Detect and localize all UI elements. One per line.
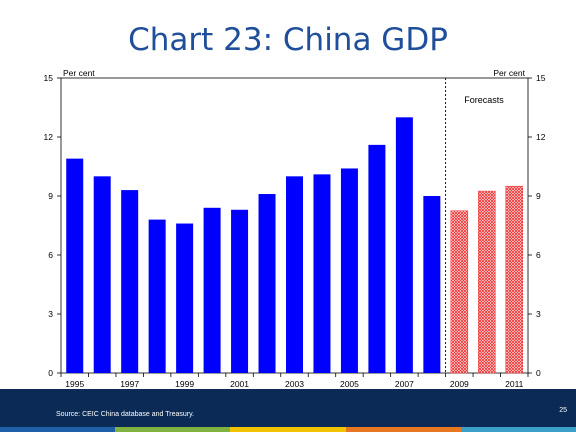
y-tick-label-right: 0 (536, 368, 541, 378)
y-unit-left: Per cent (63, 68, 95, 78)
bar-actual (313, 174, 331, 373)
bar-actual (395, 117, 413, 373)
bar-actual (148, 219, 166, 373)
bar-actual (286, 176, 303, 373)
y-tick-label-left: 3 (48, 309, 53, 319)
bar-actual (121, 190, 139, 373)
bar-actual (66, 158, 84, 373)
y-tick-label-left: 6 (48, 250, 53, 260)
y-tick-label-right: 3 (536, 309, 541, 319)
y-unit-right: Per cent (493, 68, 525, 78)
stripe-segment (0, 427, 116, 432)
y-tick-label-right: 15 (536, 73, 546, 83)
x-tick-label: 2011 (505, 379, 524, 389)
bar-forecast (450, 210, 469, 374)
source-note: Source: CEIC China database and Treasury… (56, 411, 195, 418)
bar-forecast (505, 185, 524, 374)
bar-actual (340, 168, 358, 373)
y-tick-label-right: 6 (536, 250, 541, 260)
forecasts-annotation: Forecasts (464, 95, 504, 105)
stripe-segment (345, 427, 461, 432)
gdp-bar-chart: 0 0 3 3 6 6 9 9 12 12 15 15 1995 1997 1999 2001 2003 2005… (44, 68, 546, 389)
bar-actual (93, 176, 111, 373)
stripe-segment (115, 427, 231, 432)
stripe-segment (230, 427, 346, 432)
bar-actual (368, 144, 386, 373)
footer-stripe (0, 427, 576, 432)
page-number: 25 (559, 407, 567, 414)
bar-actual (203, 207, 221, 373)
bar-actual (258, 194, 276, 373)
bar-actual (231, 209, 249, 373)
x-tick-label: 2009 (450, 379, 469, 389)
y-tick-label-left: 0 (48, 368, 53, 378)
y-tick-label-right: 12 (536, 132, 546, 142)
x-tick-label: 1995 (65, 379, 84, 389)
y-tick-label-left: 15 (44, 73, 54, 83)
x-tick-label: 2005 (340, 379, 359, 389)
bar-actual (176, 223, 194, 373)
x-tick-label: 1997 (120, 379, 139, 389)
bar-actual (423, 196, 441, 373)
page-title: Chart 23: China GDP (128, 22, 448, 58)
bar-forecast (478, 190, 496, 374)
y-tick-label-left: 12 (44, 132, 54, 142)
x-tick-label: 1999 (175, 379, 194, 389)
stripe-segment (460, 427, 576, 432)
x-tick-label: 2007 (395, 379, 414, 389)
y-tick-label-left: 9 (48, 191, 53, 201)
y-tick-label-right: 9 (536, 191, 541, 201)
slide-footer: Source: CEIC China database and Treasury… (0, 389, 576, 427)
x-tick-label: 2001 (230, 379, 249, 389)
x-tick-label: 2003 (285, 379, 304, 389)
